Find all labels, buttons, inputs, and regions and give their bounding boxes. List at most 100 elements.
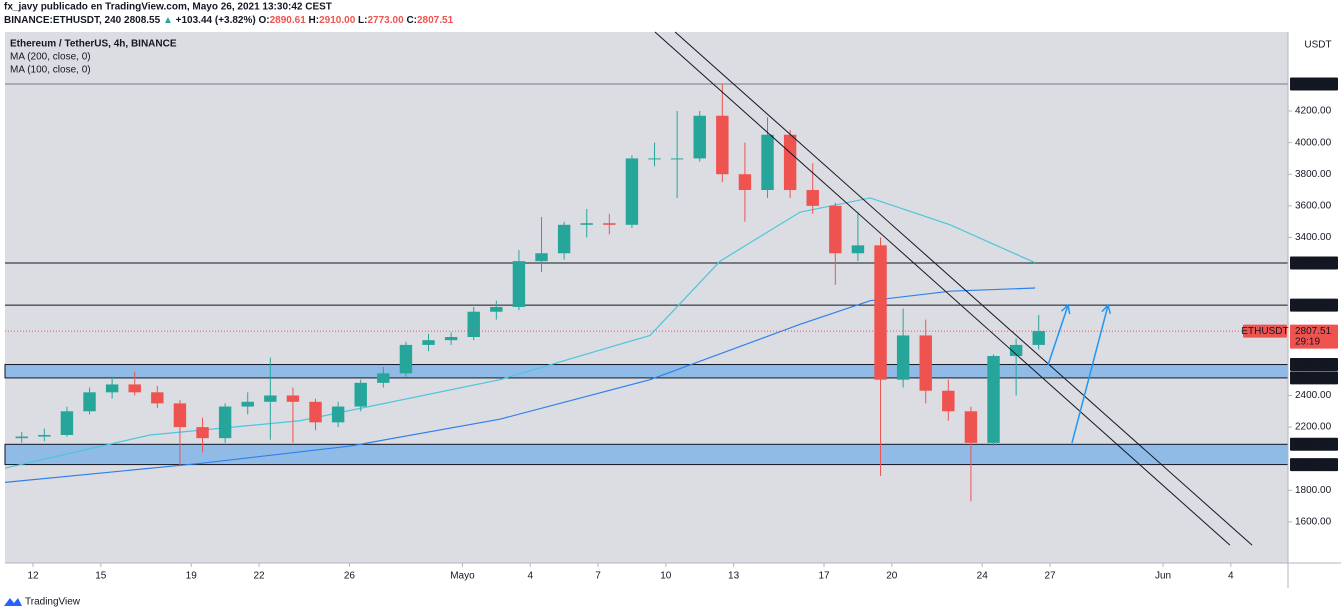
countdown: 29:19 [1295,337,1320,348]
candle-body [580,223,593,225]
chart-pane [5,32,1288,563]
candle-body [422,340,435,345]
x-tick-label: 13 [728,571,740,582]
candle-body [942,390,955,412]
candle-body [60,411,74,435]
y-tick-label: 1600.00 [1295,517,1332,528]
x-tick-label: 20 [886,571,898,582]
support-zone [4,364,1289,379]
x-tick-label: 17 [818,571,830,582]
candle-body [851,245,865,254]
x-tick-label: 4 [1228,571,1234,582]
x-tick-label: 4 [527,571,533,582]
x-tick-label: 22 [253,571,265,582]
x-tick-label: 19 [186,571,198,582]
publisher-line: fx_javy publicado en TradingView.com, Ma… [4,2,332,13]
ohlc-value: 2890.61 [270,15,307,26]
candle-body [557,224,571,254]
last-price-badge [1290,324,1338,349]
candle-body [512,261,526,307]
x-tick-label: 7 [595,571,601,582]
candle-body [670,158,684,160]
candle-body [535,253,548,262]
change-arrow: ▲ [163,15,173,26]
candle-body [128,384,141,393]
candle-body [716,115,729,175]
ohlc-key: L: [358,15,367,26]
price-badge-label: 4370.60 [1295,79,1332,90]
price-badge [1290,371,1338,385]
candle-body [286,395,300,402]
candle-body [1032,331,1045,345]
symbol-badge-label: ETHUSDT [1241,326,1288,337]
ohlc-value: 2773.00 [368,15,405,26]
arrow [1047,303,1071,366]
candle-body [490,306,503,312]
candle-body [309,401,322,423]
y-tick-label: 2200.00 [1295,422,1332,433]
symbol-badge [1243,324,1287,338]
x-tick-label: 10 [660,571,672,582]
price-badge [1290,458,1338,472]
price-badge-label: 2595.86 [1295,360,1332,371]
x-tick-label: 12 [27,571,39,582]
candle-body [648,158,661,160]
y-tick-label: 2400.00 [1295,390,1332,401]
candle-body [173,403,187,428]
support-zone [4,443,1289,466]
y-tick-label: 3600.00 [1295,200,1332,211]
y-tick-label: 1800.00 [1295,485,1332,496]
price-badge-label: 1962.81 [1295,460,1332,471]
last-price-label: 2807.51 [1295,326,1332,337]
trendline [654,31,1231,546]
candle-body [693,115,706,159]
candle-body [241,401,254,407]
candle-body [625,158,639,225]
y-tick-label: 3400.00 [1295,232,1332,243]
candle-body [738,174,752,191]
price-badge-label: 2091.03 [1295,439,1332,450]
y-tick-label: 4000.00 [1295,137,1332,148]
moving-average [4,287,1036,483]
candle-body [196,427,209,439]
x-tick-label: Jun [1155,571,1171,582]
footer-logo [4,598,22,606]
x-tick-label: 26 [344,571,356,582]
candle-body [15,436,28,439]
ohlc-value: 2910.00 [319,15,356,26]
candle-body [1009,344,1023,356]
candle-body [806,190,819,206]
price-badge [1290,77,1338,91]
footer-brand: TradingView [25,597,81,608]
price-badge-label: 3238.53 [1295,258,1332,269]
change: +103.44 (+3.82%) [176,15,256,26]
candle-body [83,392,96,412]
x-tick-label: Mayo [450,571,475,582]
ohlc-key: O: [259,15,270,26]
price-badge [1290,437,1338,451]
price-badge [1290,358,1338,372]
y-tick-label: 4200.00 [1295,106,1332,117]
candle-body [603,223,616,225]
ohlc-key: C: [406,15,417,26]
candle-body [874,245,887,380]
ohlc-key: H: [309,15,320,26]
price-badge [1290,298,1338,312]
trendline [674,31,1253,546]
candle-body [783,134,797,191]
candle-body [761,134,774,191]
candle-body [151,392,164,404]
price-badge [1290,256,1338,270]
symbol-line: BINANCE:ETHUSDT, 240 2808.55 ▲ +103.44 (… [4,15,454,26]
x-tick-label: 15 [95,571,107,582]
candle-body [38,434,51,437]
legend-title: Ethereum / TetherUS, 4h, BINANCE [10,39,177,50]
candle-body [444,337,458,341]
price-badge-label: 2971.45 [1295,300,1332,311]
candle-body [399,344,413,374]
candle-body [987,355,1000,443]
x-tick-label: 24 [977,571,989,582]
candle-body [467,311,480,338]
price-unit: USDT [1304,40,1331,51]
